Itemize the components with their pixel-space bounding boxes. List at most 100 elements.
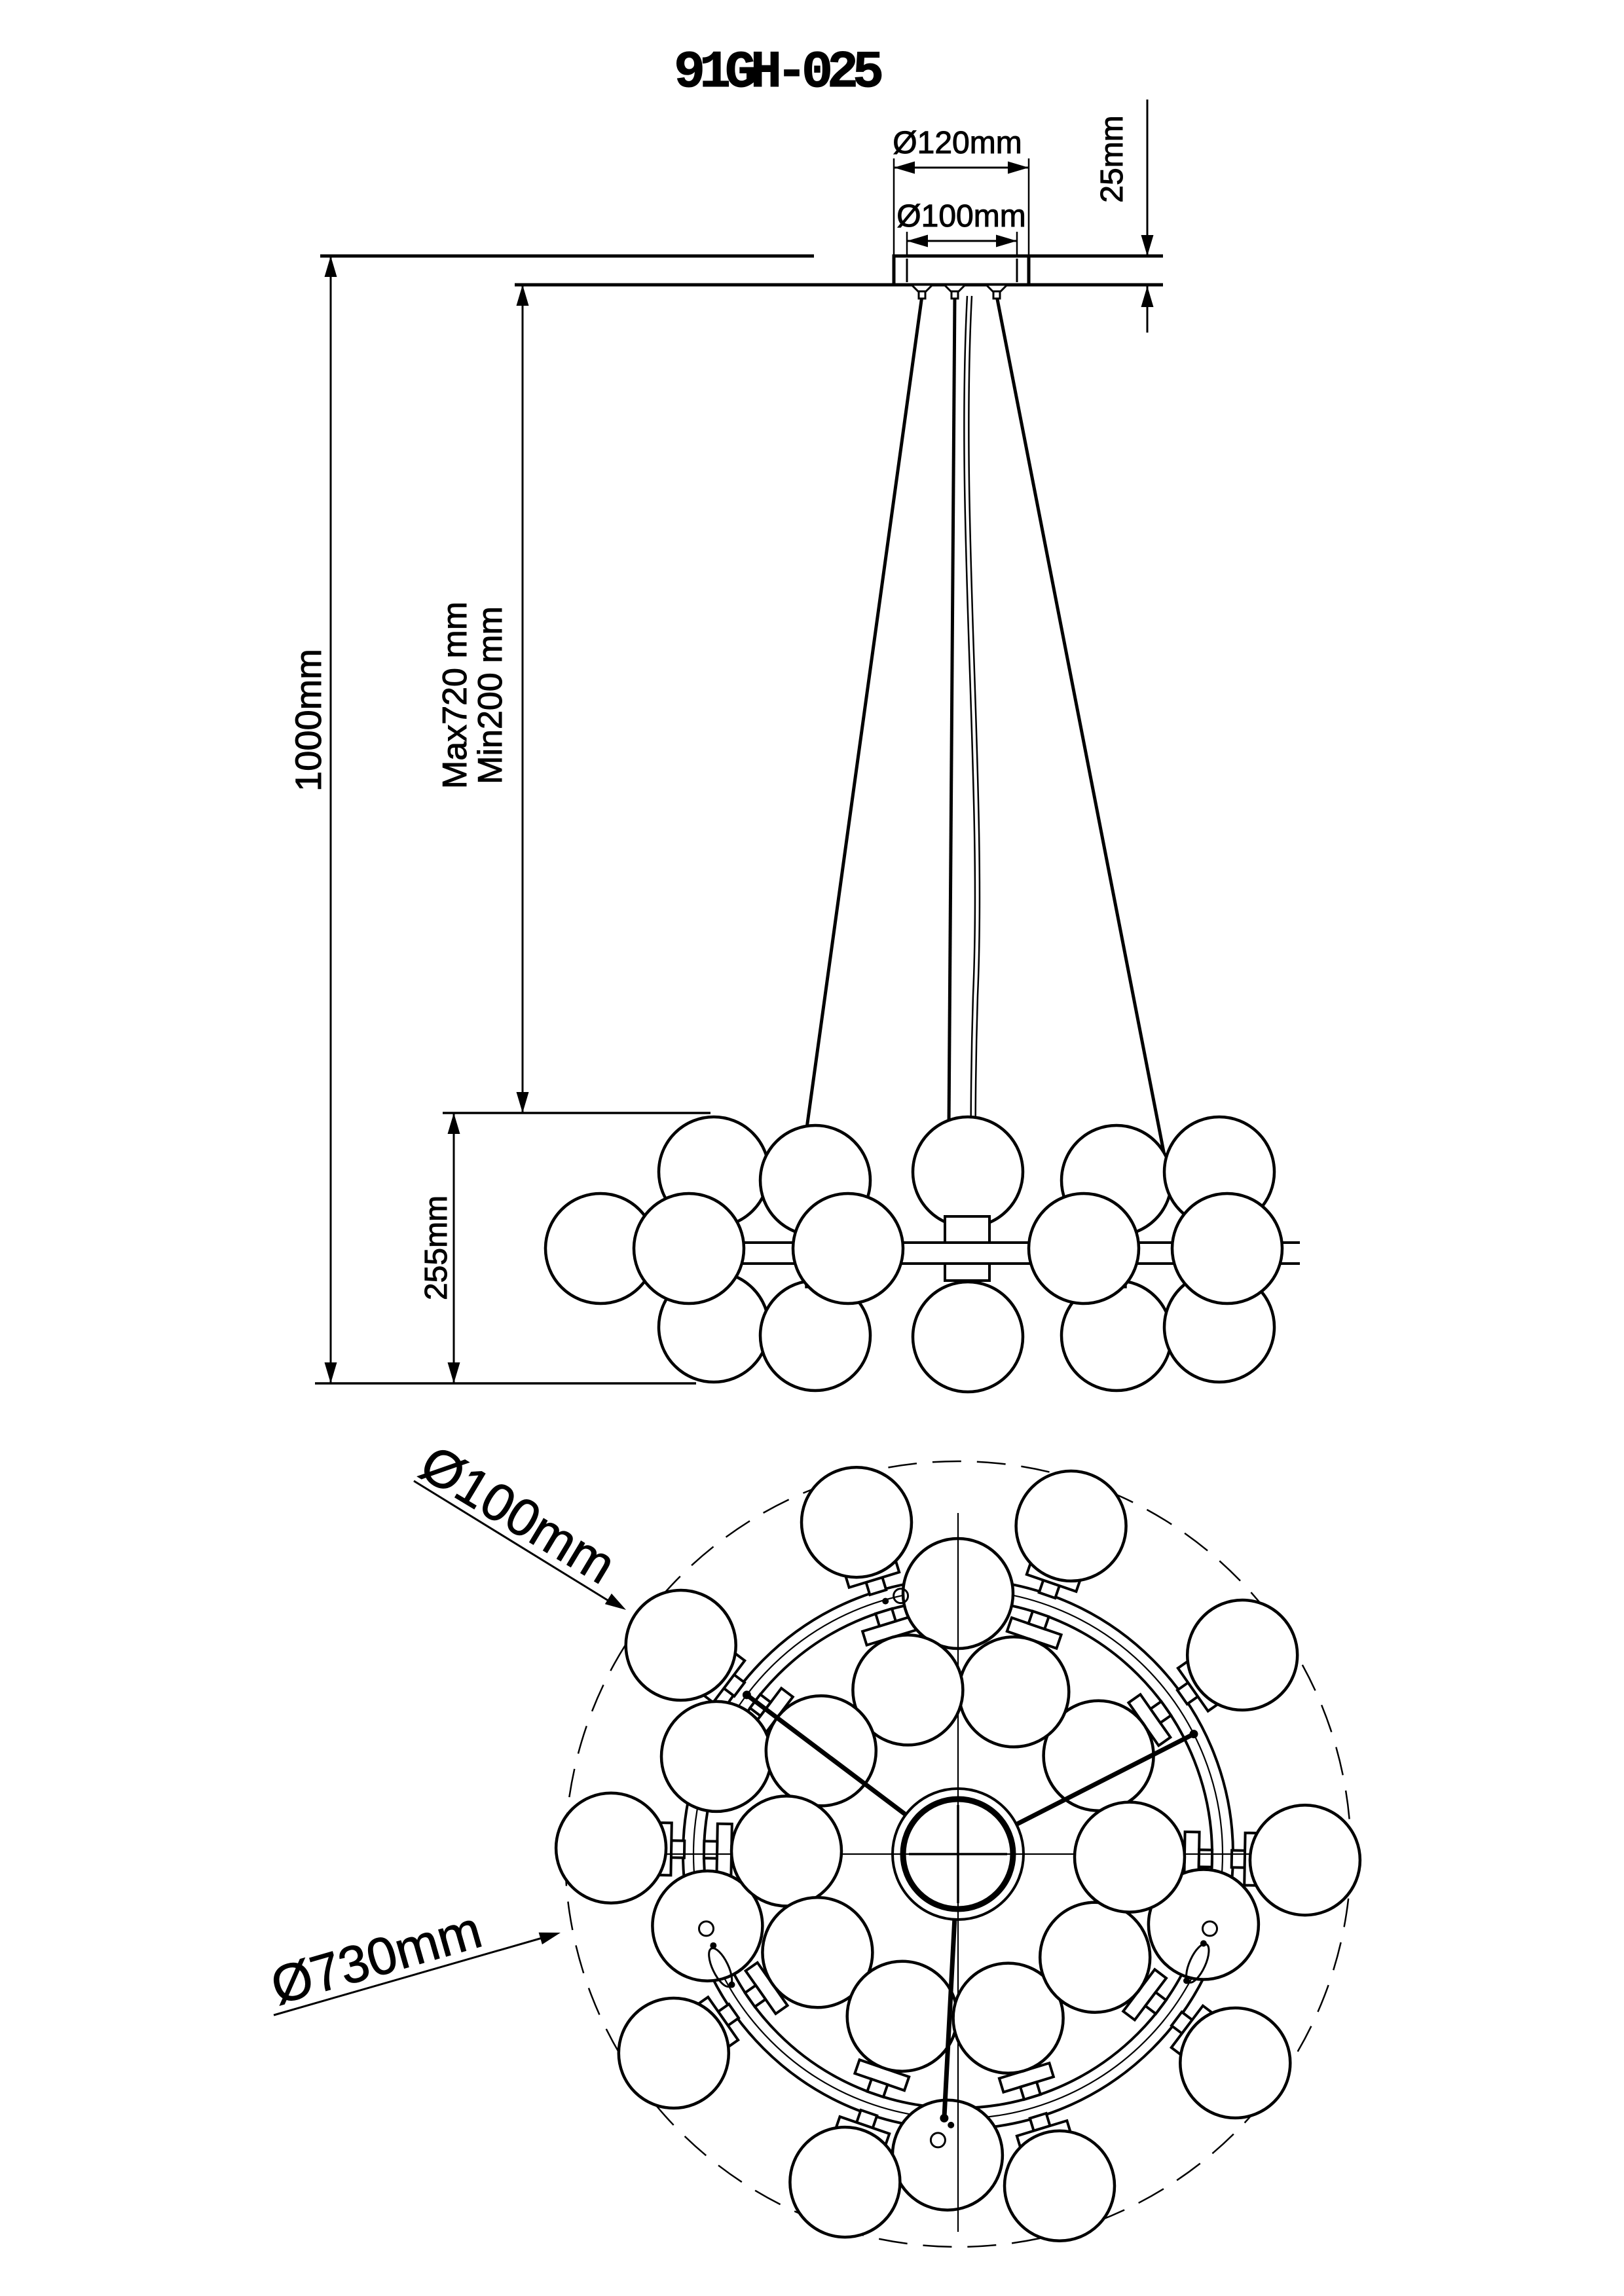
- connector-loop: [929, 2132, 946, 2149]
- glass-globe-outer: [1248, 1803, 1362, 1917]
- leader-globe-diameter: [413, 1480, 612, 1604]
- arrowhead: [907, 234, 928, 247]
- arrowhead: [324, 256, 337, 277]
- connector-loop: [698, 1920, 714, 1937]
- hook-loop: [992, 290, 1001, 300]
- inner-tab-neck: [1027, 1609, 1051, 1631]
- hub-spokes: [742, 1690, 1198, 2123]
- glass-globe: [1170, 1192, 1284, 1305]
- inner-tab-neck: [1197, 1848, 1214, 1868]
- dimension-arrowheads: [324, 161, 1154, 1944]
- arrowhead: [447, 1113, 460, 1134]
- canopy-cable-hooks: [909, 283, 1010, 300]
- drawing-title: 91GH-025: [674, 43, 881, 103]
- cable-middle: [946, 295, 957, 1218]
- dim-label-overall-height: 1000mm: [287, 649, 329, 792]
- plan-label-globe-diameter: Ø100mm: [411, 1434, 625, 1595]
- connector-dot: [728, 1981, 735, 1988]
- dim-label-canopy-height: 25mm: [1095, 115, 1130, 202]
- arrowhead: [447, 1362, 460, 1383]
- glass-globe: [911, 1280, 1025, 1394]
- inner-tab-neck: [874, 1607, 898, 1628]
- glass-globe-outer: [800, 1465, 913, 1579]
- glass-globe-outer: [1185, 1598, 1299, 1712]
- glass-globe: [1027, 1192, 1141, 1305]
- dim-label-canopy-mount: Ø100mm: [896, 199, 1025, 234]
- inner-tab-neck: [1143, 1990, 1168, 2016]
- plan-view: Ø100mm Ø730mm: [265, 1434, 1362, 2248]
- arrowhead: [604, 1594, 626, 1610]
- glass-globe-on-ring: [659, 1700, 773, 1813]
- connector-dot: [882, 1597, 889, 1605]
- glass-globe-inner: [761, 1896, 874, 2009]
- connector-loop: [893, 1588, 910, 1605]
- suspension-spoke: [1015, 1732, 1195, 1827]
- arrowhead: [1141, 286, 1154, 307]
- leader-overall-diameter: [273, 1934, 552, 2016]
- connector-dot: [1200, 1940, 1207, 1947]
- glass-globe-inner: [845, 1959, 959, 2073]
- inner-tab-plate: [715, 1822, 733, 1878]
- arrowhead: [516, 1092, 529, 1113]
- inner-tab-neck: [743, 1983, 767, 2009]
- glass-globe-inner: [851, 1633, 965, 1747]
- connector-loop: [1202, 1920, 1218, 1937]
- glass-globe-inner: [951, 1961, 1065, 2075]
- connector-dot: [948, 2121, 955, 2128]
- spoke-end-dot: [940, 2113, 949, 2123]
- plan-label-overall-diameter: Ø730mm: [265, 1900, 488, 2015]
- connector-dot: [710, 1942, 717, 1949]
- front-elevation-view: 91GH-025: [287, 43, 1300, 1944]
- suspension-spoke: [942, 1919, 957, 2119]
- cable-right: [995, 295, 1170, 1176]
- glass-globe-outer: [788, 2125, 902, 2239]
- spoke-end-dot: [1189, 1730, 1198, 1739]
- outer-tab-neck: [1230, 1849, 1247, 1869]
- center-hub-bottom-block: [944, 1262, 991, 1282]
- glass-globe-inner: [729, 1795, 843, 1908]
- cable-left: [798, 295, 924, 1176]
- outer-tab-neck: [669, 1839, 686, 1859]
- glass-globe: [911, 1115, 1025, 1229]
- glass-globe-on-ring: [651, 1869, 764, 1982]
- arrowhead: [894, 161, 915, 174]
- glass-globe-inner: [1038, 1901, 1152, 2014]
- extension-lines: [315, 158, 1030, 1385]
- glass-globe-outer: [617, 1996, 731, 2110]
- inner-tab-neck: [702, 1840, 719, 1860]
- hook-loop: [950, 290, 959, 300]
- arrowhead: [516, 285, 529, 306]
- suspension-spoke: [745, 1693, 908, 1817]
- glass-globe-outer: [554, 1791, 668, 1905]
- side-globes-middle-row: [544, 1192, 1284, 1305]
- arrowhead: [996, 234, 1017, 247]
- dim-label-body-height: 255mm: [419, 1195, 454, 1300]
- glass-globe-outer: [1014, 1469, 1128, 1583]
- power-cord-left-edge: [963, 295, 976, 1217]
- arrowhead: [1008, 161, 1029, 174]
- suspension-cables: [798, 295, 1170, 1218]
- glass-globe-outer: [624, 1588, 737, 1702]
- arrowhead: [324, 1362, 337, 1383]
- glass-globe: [791, 1192, 905, 1305]
- inner-tab-neck: [1018, 2080, 1043, 2102]
- glass-globe-inner: [1073, 1800, 1187, 1914]
- hook-loop: [917, 290, 927, 300]
- inner-tab-neck: [1149, 1700, 1173, 1725]
- inner-tab-neck: [865, 2077, 889, 2099]
- center-hub-top-block: [944, 1215, 991, 1244]
- dim-label-suspension-max: Max720 mm: [436, 602, 474, 789]
- ceiling-lines: [320, 254, 1163, 287]
- glass-globe: [632, 1192, 746, 1305]
- ring-connector-details: [698, 1588, 1218, 2149]
- power-cord-right-edge: [968, 295, 981, 1217]
- arrowhead: [1141, 235, 1154, 256]
- plan-globes-inner-outer: [554, 1465, 1362, 2243]
- glass-globe-outer: [1003, 2129, 1116, 2243]
- spoke-end-dot: [742, 1690, 751, 1700]
- arrowhead: [538, 1932, 561, 1944]
- glass-globe-outer: [1179, 2006, 1292, 2120]
- glass-globe-inner: [957, 1635, 1071, 1749]
